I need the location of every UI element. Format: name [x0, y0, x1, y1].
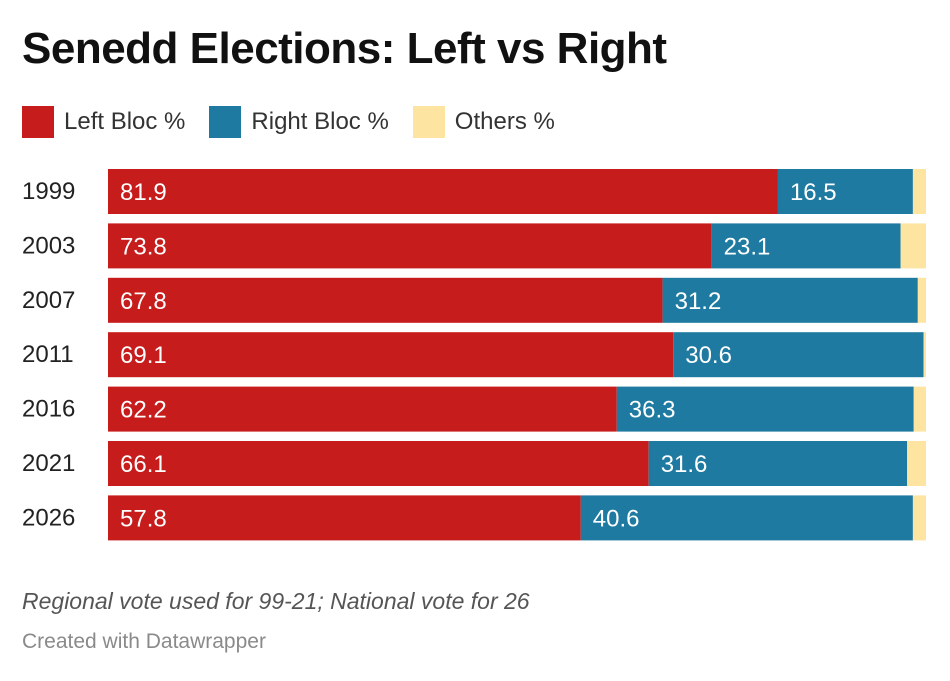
bar-right-bloc-2026 — [580, 495, 913, 541]
data-label-left-bloc-2016: 62.2 — [120, 397, 167, 424]
category-label-2011: 2011 — [22, 341, 74, 368]
data-label-right-bloc-2007: 31.2 — [675, 288, 722, 315]
legend-swatch-others — [412, 106, 445, 138]
bar-left-bloc-2007 — [108, 277, 663, 323]
legend-label-others: Others % — [454, 108, 555, 135]
data-label-right-bloc-2003: 23.1 — [724, 233, 771, 260]
category-label-2003: 2003 — [22, 232, 75, 259]
bar-right-bloc-1999 — [777, 169, 913, 214]
data-label-right-bloc-1999: 16.5 — [790, 179, 837, 206]
bar-others-2003 — [900, 223, 926, 269]
data-label-right-bloc-2021: 31.6 — [661, 451, 708, 478]
data-label-right-bloc-2016: 36.3 — [629, 397, 676, 424]
chart-footnote: Regional vote used for 99-21; National v… — [22, 588, 530, 614]
bar-left-bloc-2003 — [108, 223, 712, 269]
legend-swatch-right-bloc — [209, 106, 242, 138]
bar-left-bloc-2011 — [108, 332, 674, 378]
bar-right-bloc-2007 — [662, 277, 918, 323]
category-label-2007: 2007 — [22, 287, 75, 314]
bar-right-bloc-2021 — [648, 441, 908, 486]
data-label-right-bloc-2011: 30.6 — [685, 342, 732, 369]
legend-item-others: Others % — [412, 106, 555, 138]
category-label-2026: 2026 — [22, 504, 75, 531]
bar-others-2021 — [907, 441, 926, 486]
legend: Left Bloc % Right Bloc % Others % — [22, 104, 579, 140]
data-label-left-bloc-2007: 67.8 — [120, 288, 167, 315]
bar-left-bloc-2021 — [108, 441, 649, 486]
legend-item-left-bloc: Left Bloc % — [22, 106, 185, 138]
data-label-right-bloc-2026: 40.6 — [593, 505, 640, 532]
data-label-left-bloc-2011: 69.1 — [120, 342, 167, 369]
chart-credit: Created with Datawrapper — [22, 630, 266, 653]
category-label-1999: 1999 — [22, 178, 75, 205]
chart-title: Senedd Elections: Left vs Right — [22, 24, 667, 73]
bar-left-bloc-2026 — [108, 495, 581, 541]
bar-right-bloc-2016 — [616, 386, 914, 432]
data-label-left-bloc-2003: 73.8 — [120, 233, 167, 260]
bar-others-2016 — [913, 386, 926, 432]
bar-right-bloc-2003 — [711, 223, 901, 269]
bar-others-1999 — [912, 169, 926, 214]
data-label-left-bloc-2026: 57.8 — [120, 505, 167, 532]
bar-left-bloc-2016 — [108, 386, 617, 432]
legend-label-left-bloc: Left Bloc % — [64, 108, 186, 135]
category-label-2016: 2016 — [22, 396, 75, 423]
data-label-left-bloc-1999: 81.9 — [120, 179, 167, 206]
data-label-left-bloc-2021: 66.1 — [120, 451, 167, 478]
bar-others-2007 — [917, 277, 926, 323]
category-label-2021: 2021 — [22, 450, 75, 477]
legend-item-right-bloc: Right Bloc % — [209, 106, 389, 138]
legend-swatch-left-bloc — [22, 106, 54, 138]
bar-right-bloc-2011 — [673, 332, 924, 378]
bar-others-2011 — [923, 332, 926, 378]
legend-label-right-bloc: Right Bloc % — [251, 108, 389, 135]
bar-left-bloc-1999 — [108, 169, 778, 214]
bar-others-2026 — [912, 495, 926, 541]
